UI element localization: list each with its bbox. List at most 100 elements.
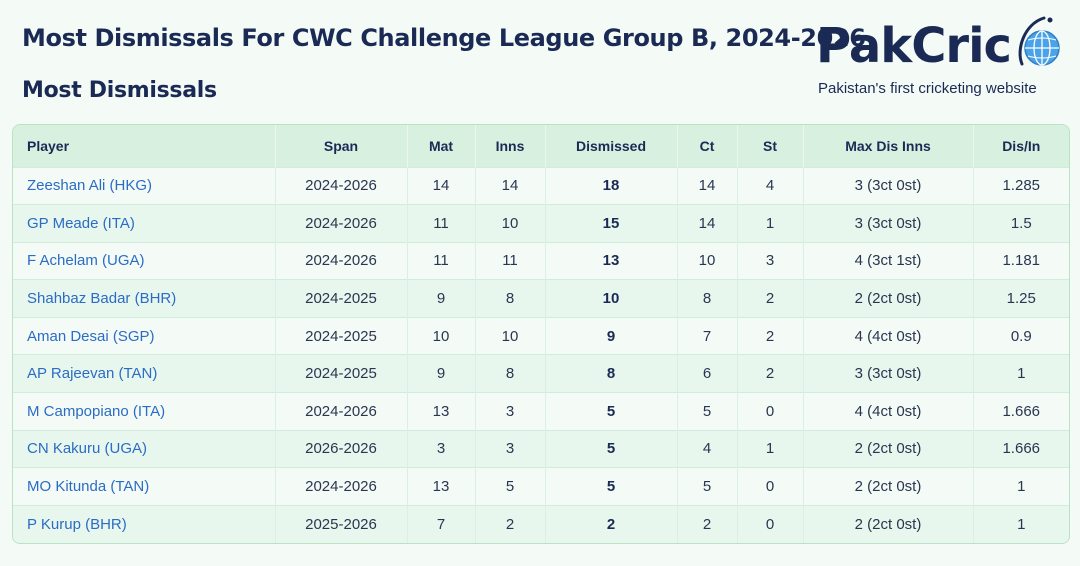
ct-cell: 14 bbox=[677, 204, 738, 243]
player-cell[interactable]: P Kurup (BHR) bbox=[13, 504, 276, 543]
brand-logo[interactable]: PakCric Pakistan's first cricketing webs… bbox=[816, 12, 1066, 102]
table-row: Shahbaz Badar (BHR) 2024-2025 9 8 10 8 2 2 (2ct… bbox=[13, 279, 1069, 318]
st-cell: 1 bbox=[737, 429, 804, 468]
player-cell[interactable]: MO Kitunda (TAN) bbox=[13, 467, 276, 506]
span-cell: 2025-2026 bbox=[275, 504, 408, 543]
span-cell: 2024-2026 bbox=[275, 166, 408, 205]
col-header-max-dis-inns[interactable]: Max Dis Inns bbox=[803, 125, 974, 167]
dis-in-cell: 1.285 bbox=[973, 166, 1069, 205]
mat-cell: 11 bbox=[407, 204, 476, 243]
mat-cell: 13 bbox=[407, 392, 476, 431]
dismissed-cell: 5 bbox=[545, 392, 678, 431]
st-cell: 4 bbox=[737, 166, 804, 205]
ct-cell: 10 bbox=[677, 241, 738, 280]
ct-cell: 5 bbox=[677, 467, 738, 506]
inns-cell: 10 bbox=[475, 316, 546, 355]
ct-cell: 4 bbox=[677, 429, 738, 468]
dis-in-cell: 1.5 bbox=[973, 204, 1069, 243]
span-cell: 2024-2025 bbox=[275, 354, 408, 393]
table-row: MO Kitunda (TAN) 2024-2026 13 5 5 5 0 2 (2ct 0s… bbox=[13, 467, 1069, 506]
player-cell[interactable]: Zeeshan Ali (HKG) bbox=[13, 166, 276, 205]
inns-cell: 14 bbox=[475, 166, 546, 205]
col-header-dis-in[interactable]: Dis/In bbox=[1002, 137, 1041, 154]
mat-cell: 10 bbox=[407, 316, 476, 355]
player-cell[interactable]: Shahbaz Badar (BHR) bbox=[13, 279, 276, 318]
max-dis-inns-cell: 3 (3ct 0st) bbox=[803, 204, 974, 243]
span-cell: 2026-2026 bbox=[275, 429, 408, 468]
brand-tagline: Pakistan's first cricketing website bbox=[818, 80, 1037, 97]
max-dis-inns-cell: 2 (2ct 0st) bbox=[803, 429, 974, 468]
st-cell: 0 bbox=[737, 467, 804, 506]
col-header-st[interactable]: St bbox=[737, 125, 804, 167]
span-cell: 2024-2026 bbox=[275, 204, 408, 243]
span-cell: 2024-2025 bbox=[275, 279, 408, 318]
dis-in-cell: 0.9 bbox=[973, 316, 1069, 355]
section-title: Most Dismissals bbox=[22, 78, 217, 103]
mat-cell: 13 bbox=[407, 467, 476, 506]
dismissed-cell: 5 bbox=[545, 467, 678, 506]
span-cell: 2024-2026 bbox=[275, 467, 408, 506]
table-row: M Campopiano (ITA) 2024-2026 13 3 5 5 0 4 (4ct … bbox=[13, 392, 1069, 431]
dis-in-cell: 1.666 bbox=[973, 392, 1069, 431]
dismissed-cell: 8 bbox=[545, 354, 678, 393]
col-header-mat[interactable]: Mat bbox=[407, 125, 476, 167]
max-dis-inns-cell: 4 (4ct 0st) bbox=[803, 392, 974, 431]
ct-cell: 8 bbox=[677, 279, 738, 318]
col-header-span[interactable]: Span bbox=[275, 125, 408, 167]
mat-cell: 14 bbox=[407, 166, 476, 205]
inns-cell: 2 bbox=[475, 504, 546, 543]
st-cell: 0 bbox=[737, 392, 804, 431]
inns-cell: 8 bbox=[475, 279, 546, 318]
dismissed-cell: 18 bbox=[545, 166, 678, 205]
player-cell[interactable]: GP Meade (ITA) bbox=[13, 204, 276, 243]
table-row: CN Kakuru (UGA) 2026-2026 3 3 5 4 1 2 (2ct 0st)… bbox=[13, 429, 1069, 468]
inns-cell: 8 bbox=[475, 354, 546, 393]
table-row: Aman Desai (SGP) 2024-2025 10 10 9 7 2 4 (4ct 0… bbox=[13, 316, 1069, 355]
table-row: AP Rajeevan (TAN) 2024-2025 9 8 8 6 2 3 (3ct 0s… bbox=[13, 354, 1069, 393]
col-header-player[interactable]: Player bbox=[13, 125, 276, 167]
st-cell: 0 bbox=[737, 504, 804, 543]
player-cell[interactable]: F Achelam (UGA) bbox=[13, 241, 276, 280]
span-cell: 2024-2026 bbox=[275, 392, 408, 431]
span-cell: 2024-2026 bbox=[275, 241, 408, 280]
player-cell[interactable]: CN Kakuru (UGA) bbox=[13, 429, 276, 468]
table-row: GP Meade (ITA) 2024-2026 11 10 15 14 1 3 (3ct 0… bbox=[13, 204, 1069, 243]
table-row: F Achelam (UGA) 2024-2026 11 11 13 10 3 4 (3ct … bbox=[13, 241, 1069, 280]
stats-table-card: Player Span Mat Inns Dismissed Ct St Max… bbox=[12, 124, 1070, 544]
mat-cell: 3 bbox=[407, 429, 476, 468]
dis-in-cell: 1.25 bbox=[973, 279, 1069, 318]
col-header-inns[interactable]: Inns bbox=[475, 125, 546, 167]
player-cell[interactable]: M Campopiano (ITA) bbox=[13, 392, 276, 431]
col-header-dismissed[interactable]: Dismissed bbox=[545, 125, 678, 167]
st-cell: 3 bbox=[737, 241, 804, 280]
st-cell: 2 bbox=[737, 354, 804, 393]
max-dis-inns-cell: 3 (3ct 0st) bbox=[803, 166, 974, 205]
dismissed-cell: 5 bbox=[545, 429, 678, 468]
dismissals-table: Player Span Mat Inns Dismissed Ct St Max… bbox=[13, 125, 1069, 543]
max-dis-inns-cell: 2 (2ct 0st) bbox=[803, 279, 974, 318]
mat-cell: 11 bbox=[407, 241, 476, 280]
player-cell[interactable]: Aman Desai (SGP) bbox=[13, 316, 276, 355]
ct-cell: 14 bbox=[677, 166, 738, 205]
dis-in-cell: 1.666 bbox=[973, 429, 1069, 468]
player-cell[interactable]: AP Rajeevan (TAN) bbox=[13, 354, 276, 393]
ct-cell: 2 bbox=[677, 504, 738, 543]
ct-cell: 6 bbox=[677, 354, 738, 393]
dismissed-cell: 13 bbox=[545, 241, 678, 280]
table-row: Zeeshan Ali (HKG) 2024-2026 14 14 18 14 4 3 (3c… bbox=[13, 166, 1069, 205]
mat-cell: 9 bbox=[407, 354, 476, 393]
dismissed-cell: 2 bbox=[545, 504, 678, 543]
inns-cell: 5 bbox=[475, 467, 546, 506]
col-header-ct[interactable]: Ct bbox=[677, 125, 738, 167]
inns-cell: 11 bbox=[475, 241, 546, 280]
dis-in-cell: 1 bbox=[973, 354, 1069, 393]
max-dis-inns-cell: 4 (3ct 1st) bbox=[803, 241, 974, 280]
table-header-row: Player Span Mat Inns Dismissed Ct St Max… bbox=[13, 125, 1069, 167]
mat-cell: 7 bbox=[407, 504, 476, 543]
page-title: Most Dismissals For CWC Challenge League… bbox=[22, 24, 866, 52]
dismissed-cell: 9 bbox=[545, 316, 678, 355]
max-dis-inns-cell: 2 (2ct 0st) bbox=[803, 504, 974, 543]
max-dis-inns-cell: 3 (3ct 0st) bbox=[803, 354, 974, 393]
dis-in-cell: 1 bbox=[973, 467, 1069, 506]
inns-cell: 3 bbox=[475, 429, 546, 468]
